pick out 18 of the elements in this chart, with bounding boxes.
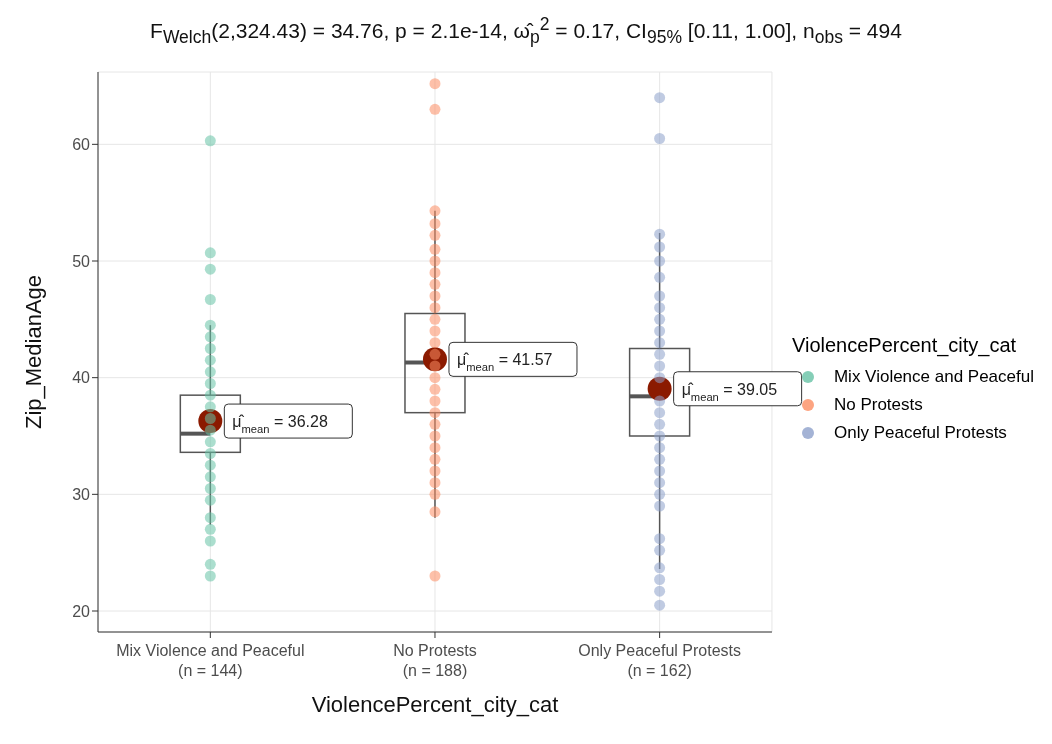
- y-tick-label: 60: [72, 136, 91, 154]
- legend-title: ViolencePercent_city_cat: [791, 333, 1018, 357]
- legend-label: Only Peaceful Protests: [832, 422, 1008, 443]
- x-tick-label: No Protests (n = 188): [393, 642, 477, 680]
- y-tick-label: 20: [72, 602, 91, 620]
- annotation: μ̂$_{mean}$ = 41.57: [456, 351, 553, 374]
- y-tick-label: 40: [72, 369, 91, 387]
- y-axis-title: Zip_MedianAge: [20, 275, 46, 430]
- legend-label: Mix Violence and Peaceful: [832, 366, 1034, 387]
- x-axis-title: ViolencePercent_city_cat: [311, 692, 559, 718]
- x-tick-label: Only Peaceful Protests (n = 162): [578, 642, 741, 680]
- x-tick-label: Mix Violence and Peaceful (n = 144): [116, 642, 305, 680]
- legend-label: No Protests: [832, 394, 924, 415]
- annotation: μ̂$_{mean}$ = 36.28: [232, 413, 328, 436]
- y-tick-label: 30: [72, 486, 91, 504]
- annotation: μ̂$_{mean}$ = 39.05: [681, 380, 778, 403]
- y-tick-label: 50: [72, 252, 91, 270]
- chart-title: F$_{Welch}$(2,324.43) = 34.76, p = 2.1e-14, ω̂$_{p}$$^{2}$ = 0.17, CI$_{95%}$ [0.11, 1.00], n$_{obs}$ = 494: [150, 14, 902, 48]
